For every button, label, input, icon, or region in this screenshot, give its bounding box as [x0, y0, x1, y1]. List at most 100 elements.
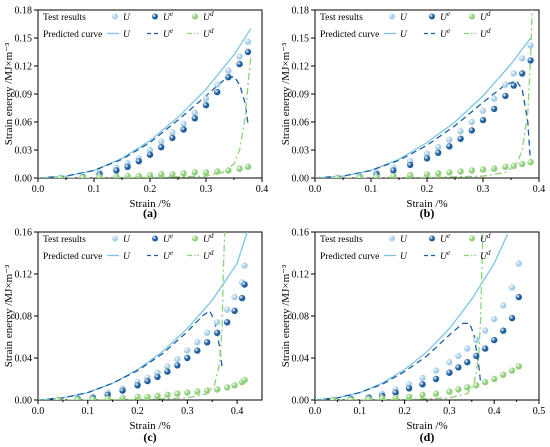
- data-point-ud: [214, 386, 221, 393]
- x-tick-label: 0.1: [365, 184, 378, 195]
- y-tick-label: 0.04: [292, 354, 310, 365]
- data-point-u: [491, 315, 498, 323]
- predicted-curve-ud: [38, 232, 226, 400]
- data-point-ue: [241, 281, 248, 288]
- data-point-ue: [500, 327, 507, 334]
- predicted-curve-u: [38, 28, 252, 178]
- data-point-u: [519, 55, 526, 62]
- data-point-ue: [135, 158, 142, 165]
- data-point-ud: [446, 169, 453, 176]
- data-point-ud: [194, 388, 201, 395]
- legend-symbol-sup: d: [487, 27, 491, 35]
- data-point-ue: [214, 88, 221, 96]
- data-point-ud: [236, 165, 243, 172]
- data-point-ud: [158, 171, 165, 178]
- data-point-ue: [510, 82, 517, 89]
- data-point-u: [432, 367, 440, 374]
- data-point-u: [515, 260, 522, 267]
- data-point-ud: [365, 396, 372, 400]
- data-point-ue: [194, 347, 201, 354]
- data-point-ud: [79, 174, 86, 178]
- legend-test-label: Test results: [320, 13, 363, 23]
- data-point-ud: [57, 174, 64, 178]
- x-tick-label: 0.4: [231, 406, 244, 417]
- data-point-ud: [379, 395, 386, 400]
- data-point-ue: [468, 127, 475, 134]
- legend-symbol-sup: e: [447, 27, 450, 35]
- data-point-u: [502, 81, 509, 88]
- data-point-ud: [491, 375, 498, 383]
- data-point-u: [423, 150, 431, 157]
- data-point-u: [214, 81, 221, 88]
- data-point-ue: [236, 60, 243, 68]
- data-point-ud: [244, 163, 252, 170]
- data-point-ud: [473, 382, 480, 389]
- data-point-ud: [432, 390, 440, 397]
- legend-symbol-ud: U: [203, 30, 211, 40]
- data-point-ue: [191, 115, 198, 122]
- data-point-ud: [491, 165, 498, 172]
- panel-label: (a): [143, 206, 157, 220]
- data-point-ue: [180, 126, 187, 133]
- legend-symbol-sup: e: [170, 10, 173, 18]
- legend-symbol-sup: d: [210, 232, 214, 240]
- data-point-ue: [405, 385, 413, 392]
- y-tick-label: 0.15: [292, 34, 310, 45]
- data-point-ud: [373, 173, 380, 178]
- legend-symbol-ud: U: [203, 252, 211, 262]
- y-tick-label: 0.03: [292, 146, 310, 157]
- y-tick-label: 0.08: [15, 312, 33, 323]
- data-point-u: [174, 355, 181, 363]
- data-point-ud: [500, 371, 507, 378]
- data-point-ud: [204, 387, 211, 394]
- y-tick-label: 0.00: [15, 174, 33, 185]
- data-point-u: [457, 128, 464, 135]
- data-point-ud: [482, 378, 489, 386]
- data-point-ud: [356, 174, 363, 178]
- legend-symbol-sup: d: [210, 249, 214, 257]
- legend-marker-ue: [429, 13, 435, 20]
- data-point-ue: [113, 167, 120, 174]
- data-point-u: [236, 53, 243, 60]
- legend-symbol-ue: U: [440, 13, 448, 23]
- panel-label: (c): [143, 430, 156, 444]
- data-point-ud: [191, 169, 198, 176]
- legend-predicted-label: Predicted curve: [320, 252, 379, 262]
- legend-symbol-sup: d: [487, 10, 491, 18]
- predicted-curve-ue: [38, 75, 249, 178]
- data-point-u: [191, 109, 198, 116]
- legend-marker-ud: [192, 235, 198, 242]
- data-point-u: [180, 120, 187, 128]
- data-point-ue: [134, 382, 141, 389]
- y-tick-label: 0.18: [15, 6, 33, 17]
- predicted-curve-ud: [315, 10, 533, 178]
- data-point-ue: [184, 354, 191, 362]
- y-tick-label: 0.12: [292, 270, 310, 281]
- data-point-ud: [457, 168, 464, 175]
- data-point-ue: [482, 345, 489, 352]
- data-point-ud: [390, 172, 397, 178]
- data-point-u: [464, 345, 471, 352]
- data-point-ud: [144, 393, 151, 400]
- legend-marker-ud: [192, 13, 198, 20]
- y-axis-label: Strain energy /MJ×m⁻³: [280, 42, 292, 145]
- data-point-ud: [214, 168, 221, 175]
- data-point-ue: [392, 389, 399, 396]
- legend-predicted-label: Predicted curve: [43, 252, 102, 262]
- legend-symbol-u: U: [123, 30, 131, 40]
- chart-panel-b: 0.0 0.1 0.2 0.3 0.4 0.00 0.03 0.06 0.09 0.12 0.15 0…: [280, 6, 545, 221]
- x-tick-label: 0.4: [488, 406, 501, 417]
- legend-symbol-sup: e: [170, 27, 173, 35]
- x-tick-label: 0.5: [533, 406, 546, 417]
- data-point-ud: [464, 384, 471, 391]
- y-tick-label: 0.18: [292, 6, 310, 17]
- legend-symbol-ud: U: [480, 13, 488, 23]
- y-tick-label: 0.15: [15, 34, 33, 45]
- x-tick-label: 0.1: [82, 406, 95, 417]
- y-tick-label: 0.06: [292, 118, 310, 129]
- y-tick-label: 0.00: [292, 396, 310, 407]
- x-tick-label: 0.2: [421, 184, 434, 195]
- legend-symbol-ud: U: [480, 235, 488, 245]
- data-point-u: [455, 352, 462, 360]
- data-point-ue: [446, 369, 453, 376]
